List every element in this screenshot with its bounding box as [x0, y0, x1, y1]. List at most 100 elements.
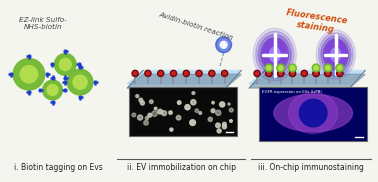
Circle shape: [170, 70, 177, 76]
Ellipse shape: [256, 31, 294, 78]
Circle shape: [279, 72, 282, 75]
Circle shape: [291, 72, 294, 75]
Ellipse shape: [331, 48, 341, 62]
Circle shape: [73, 75, 87, 89]
Circle shape: [145, 70, 151, 76]
Circle shape: [254, 70, 260, 76]
Circle shape: [43, 80, 62, 100]
Circle shape: [314, 72, 318, 75]
Ellipse shape: [325, 40, 347, 69]
Circle shape: [133, 72, 137, 75]
Circle shape: [267, 66, 271, 70]
Circle shape: [176, 115, 181, 120]
Circle shape: [216, 37, 231, 53]
Circle shape: [190, 120, 195, 125]
Circle shape: [290, 70, 296, 76]
Circle shape: [169, 111, 172, 114]
Circle shape: [159, 72, 163, 75]
Text: i. Biotin tagging on Evs: i. Biotin tagging on Evs: [14, 163, 103, 172]
Circle shape: [338, 72, 341, 75]
Circle shape: [183, 70, 189, 76]
Text: EZ-link Sulfo-
NHS-biotin: EZ-link Sulfo- NHS-biotin: [19, 17, 67, 30]
Ellipse shape: [316, 30, 355, 79]
Circle shape: [325, 70, 331, 76]
Circle shape: [209, 70, 215, 76]
Circle shape: [265, 64, 273, 72]
Circle shape: [210, 72, 214, 75]
Circle shape: [267, 72, 271, 75]
Circle shape: [229, 108, 233, 112]
Ellipse shape: [299, 99, 327, 127]
Circle shape: [152, 111, 157, 116]
Polygon shape: [249, 70, 365, 84]
Circle shape: [154, 107, 157, 110]
Ellipse shape: [274, 94, 352, 132]
Ellipse shape: [261, 38, 289, 72]
Polygon shape: [127, 74, 241, 88]
Polygon shape: [127, 70, 241, 84]
Circle shape: [132, 70, 138, 76]
Circle shape: [314, 72, 318, 75]
Ellipse shape: [270, 47, 280, 62]
Text: Fluorescence
staining: Fluorescence staining: [284, 8, 348, 36]
Text: ii. EV immobilization on chip: ii. EV immobilization on chip: [127, 163, 236, 172]
Circle shape: [266, 70, 272, 76]
Circle shape: [277, 70, 284, 76]
Circle shape: [230, 120, 232, 122]
Circle shape: [301, 70, 307, 76]
Circle shape: [185, 105, 190, 110]
Circle shape: [220, 41, 227, 48]
Circle shape: [13, 59, 45, 90]
Text: EGFR expression on EVs (LiPB): EGFR expression on EVs (LiPB): [262, 90, 322, 94]
Circle shape: [338, 66, 342, 70]
Circle shape: [290, 66, 294, 70]
Circle shape: [256, 72, 259, 75]
Ellipse shape: [321, 36, 351, 73]
Circle shape: [326, 66, 330, 70]
Circle shape: [326, 72, 330, 75]
Circle shape: [59, 58, 71, 70]
Circle shape: [140, 101, 144, 105]
Circle shape: [211, 109, 215, 113]
Circle shape: [184, 72, 188, 75]
Circle shape: [288, 64, 296, 72]
Text: Avidin-biotin reaction: Avidin-biotin reaction: [158, 11, 234, 41]
Circle shape: [196, 70, 202, 76]
Circle shape: [212, 101, 214, 104]
Circle shape: [336, 70, 343, 76]
Circle shape: [302, 72, 306, 75]
Circle shape: [149, 100, 153, 104]
Circle shape: [267, 72, 271, 75]
Circle shape: [217, 129, 221, 133]
Circle shape: [136, 95, 139, 98]
Circle shape: [132, 113, 136, 117]
Circle shape: [158, 109, 163, 114]
Circle shape: [158, 70, 164, 76]
Ellipse shape: [258, 34, 291, 75]
Circle shape: [215, 110, 221, 115]
Circle shape: [336, 64, 344, 72]
Circle shape: [67, 69, 93, 95]
Circle shape: [54, 54, 76, 75]
Circle shape: [326, 72, 330, 75]
Circle shape: [148, 113, 152, 117]
Circle shape: [223, 122, 226, 126]
Ellipse shape: [253, 28, 296, 81]
Circle shape: [145, 116, 149, 120]
Circle shape: [312, 64, 320, 72]
Circle shape: [324, 64, 332, 72]
Text: iii. On-chip immunostaining: iii. On-chip immunostaining: [258, 163, 364, 172]
Circle shape: [208, 117, 212, 121]
Circle shape: [192, 92, 195, 94]
Circle shape: [291, 72, 294, 75]
Circle shape: [172, 72, 175, 75]
Circle shape: [338, 72, 341, 75]
Circle shape: [197, 72, 201, 75]
Circle shape: [195, 109, 198, 112]
Circle shape: [20, 66, 37, 83]
Circle shape: [146, 72, 150, 75]
Circle shape: [266, 70, 272, 76]
Circle shape: [277, 64, 285, 72]
Circle shape: [218, 39, 229, 51]
Circle shape: [336, 70, 343, 76]
